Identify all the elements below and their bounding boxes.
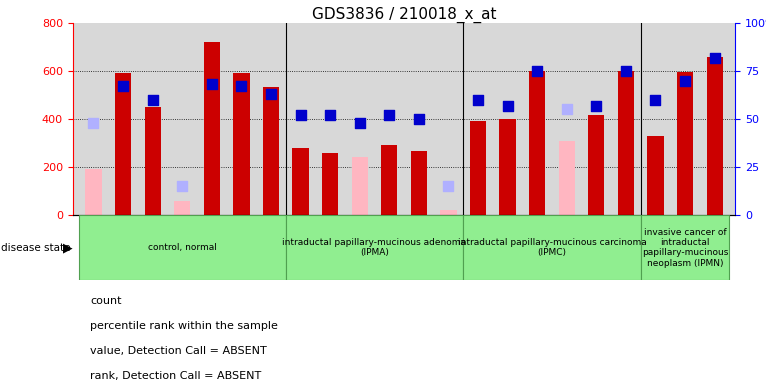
Point [679, 78, 691, 84]
Bar [463, 215, 640, 280]
Bar [470, 121, 486, 215]
Bar [352, 157, 368, 215]
Point [383, 112, 395, 118]
Bar [411, 151, 427, 215]
Bar [174, 200, 190, 215]
Text: invasive cancer of
intraductal
papillary-mucinous
neoplasm (IPMN): invasive cancer of intraductal papillary… [642, 228, 728, 268]
Title: GDS3836 / 210018_x_at: GDS3836 / 210018_x_at [312, 7, 496, 23]
Bar [115, 73, 131, 215]
Point [117, 83, 129, 89]
Point [472, 97, 484, 103]
Point [709, 55, 721, 61]
Bar [558, 141, 575, 215]
Point [620, 68, 632, 74]
Point [235, 83, 247, 89]
Point [561, 106, 573, 113]
Bar [322, 152, 339, 215]
Text: control, normal: control, normal [148, 243, 217, 252]
Bar [499, 119, 516, 215]
Bar [263, 87, 279, 215]
Text: ▶: ▶ [63, 241, 72, 254]
Point [650, 97, 662, 103]
Text: disease state: disease state [1, 243, 70, 253]
Bar [381, 146, 398, 215]
Point [413, 116, 425, 122]
Text: value, Detection Call = ABSENT: value, Detection Call = ABSENT [90, 346, 267, 356]
Bar [85, 169, 102, 215]
Text: rank, Detection Call = ABSENT: rank, Detection Call = ABSENT [90, 371, 262, 381]
Point [176, 183, 188, 189]
Bar [79, 215, 286, 280]
Text: percentile rank within the sample: percentile rank within the sample [90, 321, 278, 331]
Point [502, 103, 514, 109]
Bar [677, 72, 693, 215]
Bar [529, 71, 545, 215]
Bar [440, 210, 457, 215]
Bar [145, 107, 161, 215]
Bar [640, 215, 729, 280]
Point [265, 91, 277, 97]
Text: count: count [90, 296, 122, 306]
Point [87, 120, 100, 126]
Point [591, 103, 603, 109]
Point [205, 81, 218, 88]
Point [442, 183, 454, 189]
Point [324, 112, 336, 118]
Text: intraductal papillary-mucinous carcinoma
(IPMC): intraductal papillary-mucinous carcinoma… [457, 238, 647, 257]
Point [294, 112, 306, 118]
Bar [706, 56, 723, 215]
Bar [293, 148, 309, 215]
Bar [618, 71, 634, 215]
Point [531, 68, 543, 74]
Bar [204, 42, 220, 215]
Bar [233, 73, 250, 215]
Bar [588, 116, 604, 215]
Bar [647, 136, 663, 215]
Text: intraductal papillary-mucinous adenoma
(IPMA): intraductal papillary-mucinous adenoma (… [283, 238, 466, 257]
Point [146, 97, 159, 103]
Bar [286, 215, 463, 280]
Point [354, 120, 366, 126]
